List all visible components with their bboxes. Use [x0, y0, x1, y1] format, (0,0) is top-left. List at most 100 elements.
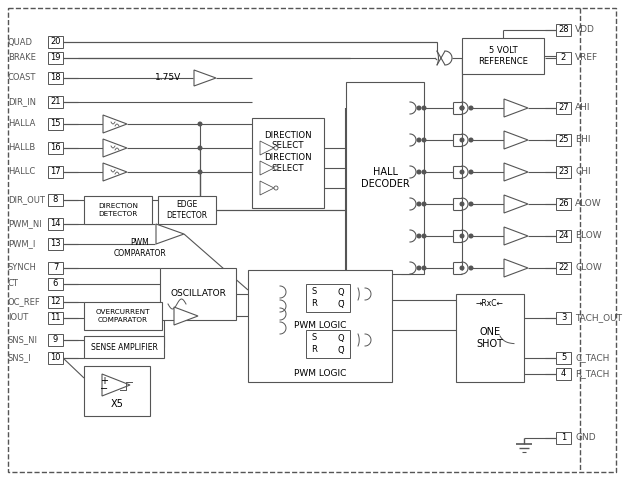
Text: Q̅: Q̅ [337, 300, 344, 309]
Text: IOUT: IOUT [8, 313, 28, 323]
Text: SNS_I: SNS_I [8, 353, 31, 362]
Text: 14: 14 [51, 219, 61, 228]
Text: 11: 11 [51, 313, 61, 323]
Text: ONE
SHOT: ONE SHOT [477, 327, 504, 349]
Bar [48, 352, 63, 364]
Text: 16: 16 [50, 144, 61, 153]
Bar [48, 262, 63, 274]
Text: 9: 9 [53, 336, 58, 345]
Text: R_TACH: R_TACH [575, 370, 609, 379]
Bar [556, 432, 571, 444]
Circle shape [422, 234, 426, 238]
Circle shape [460, 106, 464, 110]
Text: GND: GND [575, 433, 596, 443]
Bar [48, 142, 63, 154]
Text: VREF: VREF [575, 53, 598, 62]
Text: SELECT: SELECT [272, 142, 304, 151]
Circle shape [469, 170, 473, 174]
Text: DIRECTION
SELECT: DIRECTION SELECT [264, 153, 312, 173]
Bar [556, 24, 571, 36]
Circle shape [274, 146, 278, 150]
Text: Q: Q [337, 288, 344, 297]
Bar [158, 196, 216, 224]
Circle shape [469, 202, 473, 206]
Polygon shape [504, 259, 528, 277]
Bar [48, 238, 63, 250]
Bar [48, 296, 63, 308]
Text: VDD: VDD [575, 25, 595, 35]
Circle shape [469, 138, 473, 142]
Bar [252, 118, 324, 208]
Text: PWM
COMPARATOR: PWM COMPARATOR [114, 238, 166, 258]
Circle shape [417, 266, 421, 270]
Text: 25: 25 [558, 135, 569, 144]
Text: 3: 3 [561, 313, 566, 323]
Text: CT: CT [8, 279, 19, 288]
Bar [248, 270, 392, 382]
Polygon shape [260, 161, 274, 175]
Bar [48, 52, 63, 64]
Bar [48, 72, 63, 84]
Text: ALOW: ALOW [575, 200, 602, 208]
Text: 4: 4 [561, 370, 566, 379]
Circle shape [274, 186, 278, 190]
Text: 10: 10 [51, 353, 61, 362]
Text: COAST: COAST [8, 73, 36, 83]
Text: DIRECTION
DETECTOR: DIRECTION DETECTOR [98, 204, 138, 216]
Text: OC_REF: OC_REF [8, 298, 41, 307]
Bar [48, 218, 63, 230]
Text: CHI: CHI [575, 168, 591, 177]
Text: 22: 22 [558, 264, 569, 273]
Text: 12: 12 [51, 298, 61, 307]
Bar [556, 198, 571, 210]
Text: PWM_I: PWM_I [8, 240, 35, 249]
Polygon shape [504, 131, 528, 149]
Text: PWM_NI: PWM_NI [8, 219, 42, 228]
Text: 8: 8 [53, 195, 58, 204]
Circle shape [422, 266, 426, 270]
Bar [48, 118, 63, 130]
Circle shape [417, 234, 421, 238]
Circle shape [274, 166, 278, 170]
Polygon shape [156, 224, 184, 244]
Text: Q̅: Q̅ [337, 346, 344, 355]
Text: 1: 1 [561, 433, 566, 443]
Text: HALL
DECODER: HALL DECODER [360, 167, 410, 189]
Circle shape [198, 146, 202, 150]
Bar [48, 278, 63, 290]
Circle shape [198, 122, 202, 126]
Bar [84, 196, 152, 224]
Bar [48, 334, 63, 346]
Bar [84, 336, 164, 358]
Text: HALLA: HALLA [8, 120, 35, 129]
Text: DIR_OUT: DIR_OUT [8, 195, 45, 204]
Text: SNS_NI: SNS_NI [8, 336, 38, 345]
Circle shape [469, 234, 473, 238]
Polygon shape [194, 70, 216, 86]
Text: 28: 28 [558, 25, 569, 35]
Text: OSCILLATOR: OSCILLATOR [170, 289, 226, 299]
Polygon shape [260, 141, 274, 155]
Text: 7: 7 [53, 264, 58, 273]
Polygon shape [504, 195, 528, 213]
Circle shape [422, 202, 426, 206]
Circle shape [460, 266, 464, 270]
Polygon shape [260, 181, 274, 195]
Text: S: S [311, 288, 316, 297]
Bar [556, 312, 571, 324]
Polygon shape [504, 227, 528, 245]
Text: C_TACH: C_TACH [575, 353, 609, 362]
Text: +: + [100, 376, 108, 386]
Bar [556, 368, 571, 380]
Bar [48, 36, 63, 48]
Circle shape [198, 170, 202, 174]
Text: AHI: AHI [575, 104, 591, 112]
Bar [346, 82, 424, 274]
Text: Q: Q [337, 334, 344, 343]
Bar [556, 166, 571, 178]
Text: CLOW: CLOW [575, 264, 602, 273]
Bar [306, 330, 350, 358]
Bar [556, 102, 571, 114]
Text: −: − [100, 384, 108, 394]
Circle shape [417, 202, 421, 206]
